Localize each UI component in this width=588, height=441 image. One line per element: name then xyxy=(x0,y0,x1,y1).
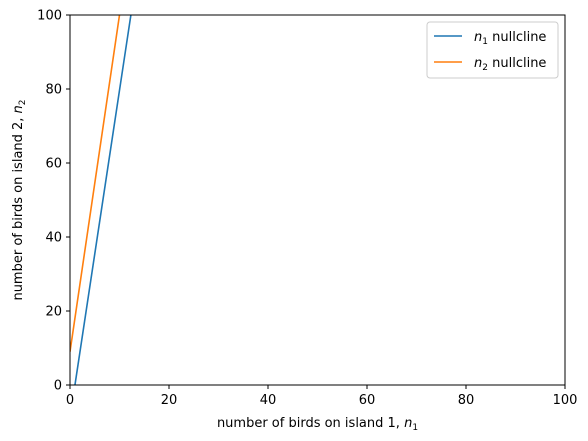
y-tick-label: 20 xyxy=(45,305,62,320)
x-tick-label: 0 xyxy=(66,393,74,408)
y-axis-ticks: 0 20 40 60 80 100 xyxy=(37,9,70,394)
series-line-n1 xyxy=(74,15,132,385)
y-axis-label: number of birds on island 2, n2 xyxy=(11,99,28,300)
x-tick-label: 40 xyxy=(260,393,277,408)
legend-entry-n1: n1 nullcline xyxy=(474,30,546,47)
y-tick-label: 40 xyxy=(45,231,62,246)
x-tick-label: 80 xyxy=(458,393,475,408)
y-tick-label: 0 xyxy=(54,379,62,394)
x-tick-label: 100 xyxy=(553,393,578,408)
y-tick-label: 100 xyxy=(37,9,62,24)
y-tick-label: 80 xyxy=(45,83,62,98)
legend: n1 nullcline n2 nullcline xyxy=(426,21,559,79)
x-axis-label: number of birds on island 1, n1 xyxy=(217,416,418,433)
plot-frame xyxy=(69,14,566,386)
x-axis-ticks: 0 20 40 60 80 100 xyxy=(66,385,578,408)
y-tick-label: 60 xyxy=(45,157,62,172)
x-tick-label: 60 xyxy=(359,393,376,408)
series-line-n2 xyxy=(70,15,121,352)
legend-entry-n2: n2 nullcline xyxy=(474,56,546,73)
x-tick-label: 20 xyxy=(161,393,178,408)
series-layer xyxy=(70,15,132,385)
